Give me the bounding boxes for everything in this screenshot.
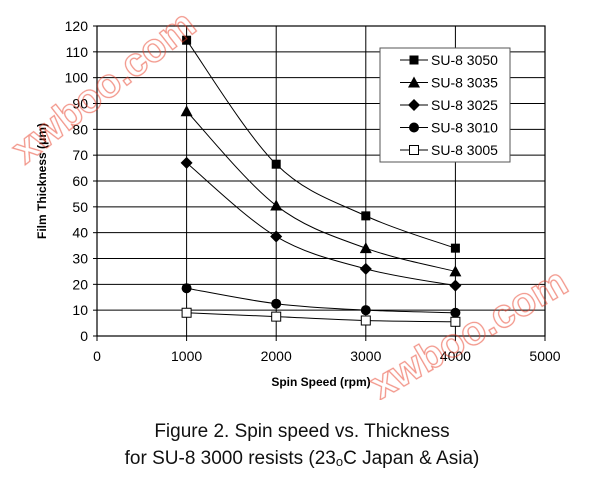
x-tick-label: 2000: [261, 348, 292, 364]
x-tick-label: 5000: [529, 348, 560, 364]
series-line: [186, 110, 456, 272]
legend-label: SU-8 3035: [431, 75, 498, 91]
y-tick-label: 10: [72, 302, 88, 318]
marker-diamond: [270, 230, 283, 243]
y-tick-label: 30: [72, 251, 88, 267]
marker-triangle: [180, 105, 193, 117]
y-tick-label: 90: [72, 96, 88, 112]
x-tick-label: 4000: [440, 348, 471, 364]
series-su-8-3025: [180, 156, 462, 292]
marker-circle: [181, 283, 192, 294]
y-tick-label: 60: [72, 173, 88, 189]
series-su-8-3050: [182, 35, 460, 253]
x-axis-label: Spin Speed (rpm): [271, 375, 370, 389]
caption-text: for SU-8 3000 resists (23: [124, 448, 336, 469]
marker-open-square: [360, 315, 371, 326]
y-tick-label: 120: [65, 18, 89, 34]
series: [180, 35, 462, 327]
series-su-8-3035: [180, 105, 462, 277]
series-su-8-3005: [181, 307, 461, 327]
y-axis-label: Film Thickness (μm): [35, 123, 49, 239]
legend-label: SU-8 3005: [431, 142, 498, 158]
y-tick-label: 110: [66, 44, 89, 60]
series-line: [186, 162, 456, 287]
figure-caption-line2: for SU-8 3000 resists (23oC Japan & Asia…: [0, 448, 604, 470]
marker-open-square: [450, 316, 461, 327]
watermark: xwboo.com: [3, 2, 203, 172]
marker-circle: [360, 305, 371, 316]
caption-text: C Japan & Asia): [343, 448, 480, 469]
degree-sign: o: [335, 454, 344, 469]
marker-circle: [409, 122, 419, 133]
marker-square: [450, 243, 460, 253]
marker-open-square: [181, 307, 192, 318]
marker-open-square: [409, 145, 419, 155]
x-tick-label: 0: [93, 348, 101, 364]
marker-triangle: [408, 76, 420, 88]
figure-caption-line1: Figure 2. Spin speed vs. Thickness: [154, 421, 450, 442]
series-line: [186, 312, 456, 323]
legend-label: SU-8 3025: [431, 97, 498, 113]
marker-open-square: [271, 311, 282, 322]
marker-triangle: [449, 265, 462, 277]
marker-diamond: [408, 99, 420, 111]
legend: SU-8 3050 SU-8 3035 SU-8 3025 SU-8 3010 SU-8…: [379, 47, 511, 163]
marker-square: [361, 211, 371, 221]
watermark: xwboo.com: [363, 260, 576, 400]
marker-diamond: [449, 279, 462, 292]
marker-diamond: [359, 262, 372, 275]
chart: 0 10 20 30 40 50 60 70 80 90 100 110 120 0 1000 2000 300…: [3, 1, 576, 400]
y-tick-label: 0: [80, 328, 88, 344]
series-line: [186, 39, 456, 249]
x-tick-label: 1000: [171, 348, 202, 364]
marker-diamond: [180, 156, 193, 169]
series-su-8-3010: [181, 283, 461, 318]
plot-frame: [96, 25, 546, 337]
marker-circle: [450, 307, 461, 318]
marker-square: [409, 55, 419, 65]
marker-square: [271, 159, 281, 169]
y-tick-label: 80: [72, 121, 88, 137]
series-line: [186, 287, 456, 314]
marker-circle: [271, 298, 282, 309]
marker-square: [182, 35, 192, 45]
axes: 0 10 20 30 40 50 60 70 80 90 100 110 120 0 1000 2000 300…: [65, 18, 561, 364]
legend-label: SU-8 3010: [431, 120, 498, 136]
y-tick-label: 20: [72, 276, 88, 292]
y-tick-label: 50: [72, 199, 88, 215]
marker-triangle: [359, 242, 372, 254]
legend-label: SU-8 3050: [431, 52, 498, 68]
x-tick-label: 3000: [350, 348, 381, 364]
y-tick-label: 70: [72, 147, 88, 163]
marker-triangle: [270, 199, 283, 211]
y-tick-label: 40: [72, 225, 88, 241]
y-tick-label: 100: [65, 70, 89, 86]
